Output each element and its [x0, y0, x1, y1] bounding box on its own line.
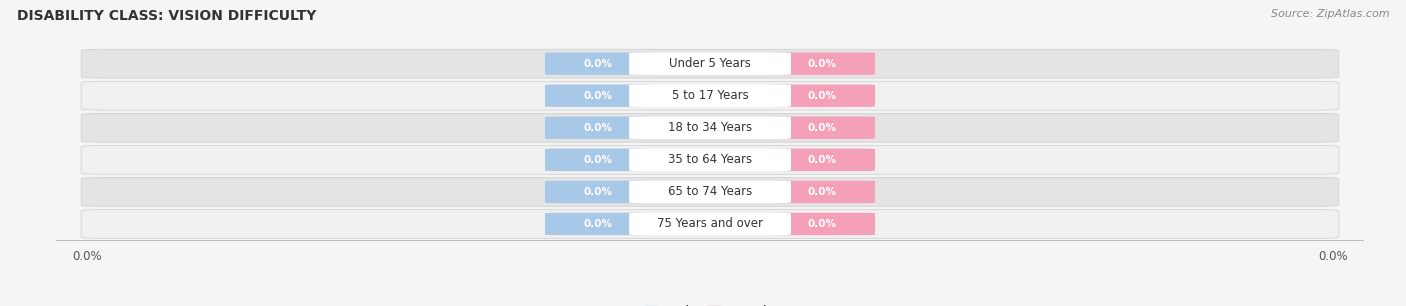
FancyBboxPatch shape: [546, 149, 651, 171]
FancyBboxPatch shape: [82, 49, 1339, 78]
Text: 0.0%: 0.0%: [583, 59, 613, 69]
Text: 5 to 17 Years: 5 to 17 Years: [672, 89, 748, 102]
Text: 0.0%: 0.0%: [807, 219, 837, 229]
Text: 0.0%: 0.0%: [807, 155, 837, 165]
Text: 35 to 64 Years: 35 to 64 Years: [668, 153, 752, 166]
Text: Source: ZipAtlas.com: Source: ZipAtlas.com: [1271, 9, 1389, 19]
FancyBboxPatch shape: [769, 117, 875, 139]
FancyBboxPatch shape: [769, 84, 875, 107]
Text: 75 Years and over: 75 Years and over: [657, 218, 763, 230]
FancyBboxPatch shape: [546, 52, 651, 75]
FancyBboxPatch shape: [628, 117, 792, 139]
FancyBboxPatch shape: [82, 81, 1339, 110]
Text: Under 5 Years: Under 5 Years: [669, 57, 751, 70]
Text: 0.0%: 0.0%: [583, 219, 613, 229]
FancyBboxPatch shape: [82, 177, 1339, 206]
FancyBboxPatch shape: [546, 213, 651, 235]
Text: 65 to 74 Years: 65 to 74 Years: [668, 185, 752, 198]
FancyBboxPatch shape: [82, 113, 1339, 142]
Text: 18 to 34 Years: 18 to 34 Years: [668, 121, 752, 134]
FancyBboxPatch shape: [769, 52, 875, 75]
Text: 0.0%: 0.0%: [583, 91, 613, 101]
Text: 0.0%: 0.0%: [583, 155, 613, 165]
FancyBboxPatch shape: [628, 52, 792, 75]
FancyBboxPatch shape: [82, 145, 1339, 174]
Text: DISABILITY CLASS: VISION DIFFICULTY: DISABILITY CLASS: VISION DIFFICULTY: [17, 9, 316, 23]
FancyBboxPatch shape: [546, 181, 651, 203]
Text: 0.0%: 0.0%: [807, 123, 837, 133]
FancyBboxPatch shape: [769, 181, 875, 203]
Legend: Male, Female: Male, Female: [640, 300, 780, 306]
FancyBboxPatch shape: [628, 181, 792, 203]
Text: 0.0%: 0.0%: [807, 187, 837, 197]
FancyBboxPatch shape: [628, 213, 792, 235]
Text: 0.0%: 0.0%: [807, 59, 837, 69]
FancyBboxPatch shape: [82, 210, 1339, 238]
FancyBboxPatch shape: [546, 84, 651, 107]
FancyBboxPatch shape: [769, 149, 875, 171]
FancyBboxPatch shape: [769, 213, 875, 235]
FancyBboxPatch shape: [546, 117, 651, 139]
Text: 0.0%: 0.0%: [583, 123, 613, 133]
FancyBboxPatch shape: [628, 84, 792, 107]
FancyBboxPatch shape: [628, 149, 792, 171]
Text: 0.0%: 0.0%: [807, 91, 837, 101]
Text: 0.0%: 0.0%: [583, 187, 613, 197]
